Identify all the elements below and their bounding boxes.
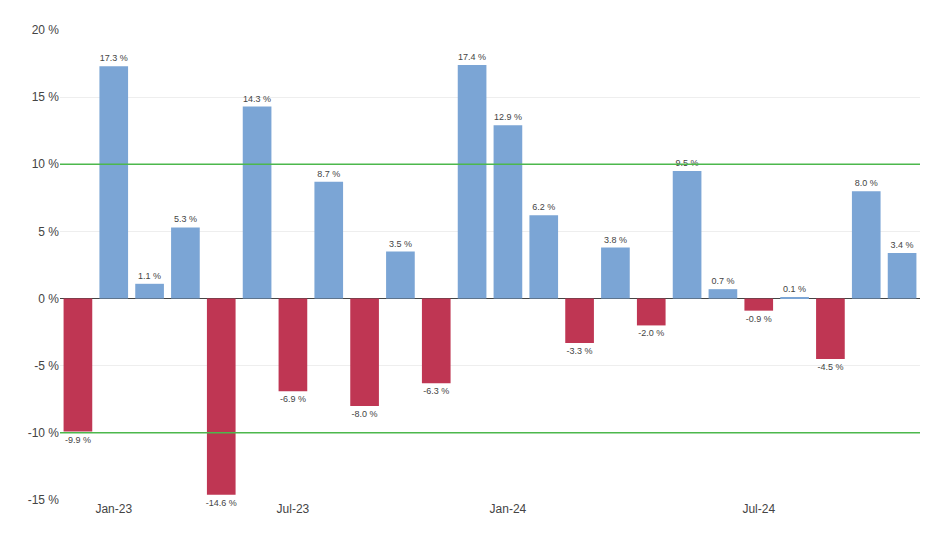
svg-text:Jan-23: Jan-23 <box>95 502 132 516</box>
svg-text:-2.0 %: -2.0 % <box>638 328 664 338</box>
svg-text:15 %: 15 % <box>32 90 60 104</box>
svg-text:0.1 %: 0.1 % <box>783 284 806 294</box>
svg-text:0 %: 0 % <box>38 292 59 306</box>
svg-text:6.2 %: 6.2 % <box>532 202 555 212</box>
svg-text:8.0 %: 8.0 % <box>855 178 878 188</box>
svg-text:3.8 %: 3.8 % <box>604 235 627 245</box>
svg-text:12.9 %: 12.9 % <box>494 112 522 122</box>
svg-text:-14.6 %: -14.6 % <box>206 498 237 508</box>
svg-text:1.1 %: 1.1 % <box>138 271 161 281</box>
svg-text:-9.9 %: -9.9 % <box>65 435 91 445</box>
svg-text:Jan-24: Jan-24 <box>490 502 527 516</box>
svg-text:-0.9 %: -0.9 % <box>746 314 772 324</box>
svg-text:-5 %: -5 % <box>34 359 59 373</box>
svg-text:Jul-23: Jul-23 <box>277 502 310 516</box>
svg-text:17.4 %: 17.4 % <box>458 52 486 62</box>
svg-text:-8.0 %: -8.0 % <box>352 409 378 419</box>
svg-text:-15 %: -15 % <box>28 493 60 507</box>
svg-text:17.3 %: 17.3 % <box>100 53 128 63</box>
svg-text:20 %: 20 % <box>32 23 60 37</box>
svg-text:8.7 %: 8.7 % <box>317 169 340 179</box>
svg-text:14.3 %: 14.3 % <box>243 94 271 104</box>
svg-text:0.7 %: 0.7 % <box>711 276 734 286</box>
svg-text:3.5 %: 3.5 % <box>389 239 412 249</box>
svg-text:3.4 %: 3.4 % <box>891 240 914 250</box>
svg-text:9.5 %: 9.5 % <box>676 158 699 168</box>
svg-text:5.3 %: 5.3 % <box>174 214 197 224</box>
svg-text:10 %: 10 % <box>32 157 60 171</box>
svg-text:-10 %: -10 % <box>28 426 60 440</box>
svg-text:5 %: 5 % <box>38 225 59 239</box>
svg-text:-4.5 %: -4.5 % <box>817 362 843 372</box>
svg-text:-6.9 %: -6.9 % <box>280 394 306 404</box>
svg-text:Jul-24: Jul-24 <box>742 502 775 516</box>
svg-text:-6.3 %: -6.3 % <box>423 386 449 396</box>
svg-text:-3.3 %: -3.3 % <box>567 346 593 356</box>
